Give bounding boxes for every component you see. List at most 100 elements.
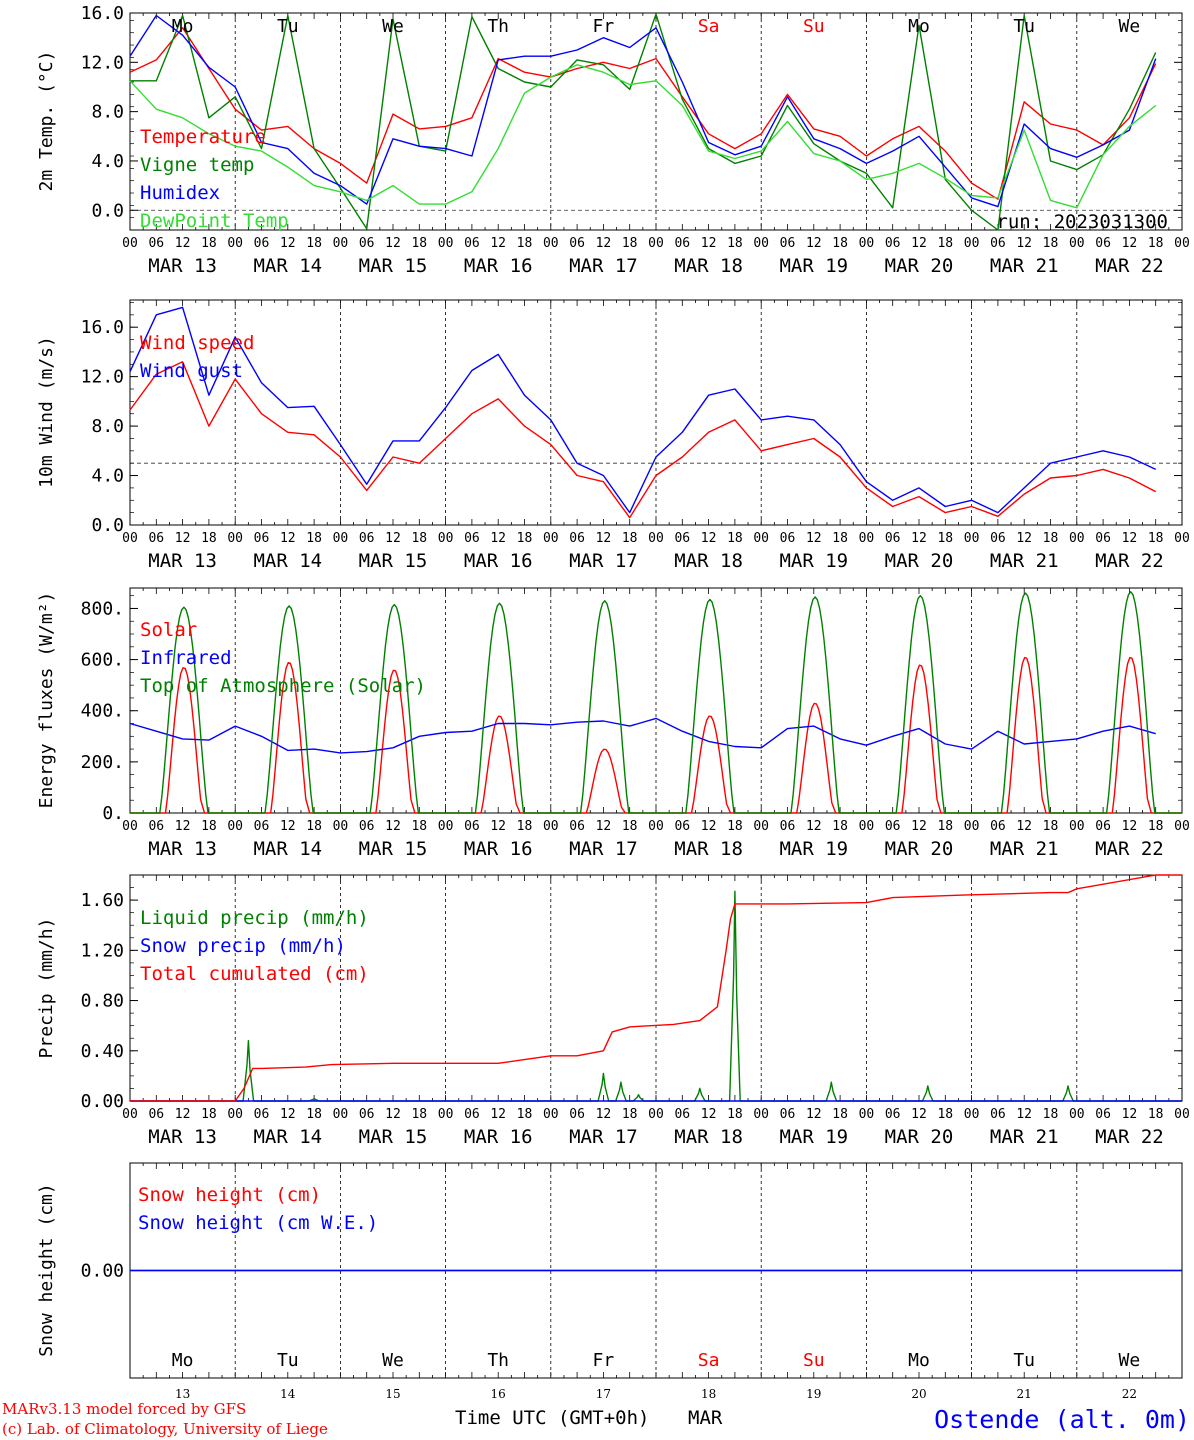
legend-temperature: Temperature (140, 126, 266, 148)
series-temperature (129, 27, 1157, 200)
hour-tick-label: 00 (648, 1107, 664, 1122)
hour-tick-label: 18 (411, 236, 427, 251)
series-group (129, 13, 1157, 231)
y-axis-label: 10m Wind (m/s) (36, 336, 57, 488)
hour-tick-label: 18 (832, 1107, 848, 1122)
y-tick-label: 0.40 (81, 1041, 124, 1062)
date-tick-label: MAR 22 (1095, 255, 1164, 277)
hour-tick-label: 06 (780, 819, 796, 834)
hour-tick-label: 06 (1095, 819, 1111, 834)
hour-tick-label: 12 (1122, 1107, 1138, 1122)
weekday-label: Tu (1013, 1350, 1035, 1371)
day-number-label: 20 (911, 1387, 926, 1401)
month-label: MAR (688, 1407, 723, 1429)
legend-wind-speed: Wind speed (140, 332, 254, 354)
hour-tick-label: 06 (464, 1107, 480, 1122)
date-tick-label: MAR 16 (464, 1126, 533, 1148)
date-tick-label: MAR 17 (569, 255, 638, 277)
date-tick-label: MAR 18 (674, 1126, 743, 1148)
legend-toa-solar: Top of Atmosphere (Solar) (140, 675, 426, 697)
hour-tick-label: 12 (911, 531, 927, 546)
hour-tick-label: 12 (280, 531, 296, 546)
hour-tick-label: 18 (201, 1107, 217, 1122)
hour-tick-label: 00 (964, 819, 980, 834)
hour-tick-label: 12 (911, 236, 927, 251)
day-gridlines (234, 588, 1078, 813)
hour-tick-label: 18 (832, 236, 848, 251)
weekday-label: Fr (593, 16, 615, 37)
hour-tick-label: 06 (569, 819, 585, 834)
legend-solar: Solar (140, 619, 197, 641)
hour-tick-label: 00 (543, 819, 559, 834)
hour-tick-label: 00 (438, 531, 454, 546)
hour-tick-label: 00 (227, 1107, 243, 1122)
legend-snow-precip: Snow precip (mm/h) (140, 935, 346, 957)
hour-tick-label: 06 (569, 531, 585, 546)
date-tick-label: MAR 21 (990, 550, 1059, 572)
credit-lab: (c) Lab. of Climatology, University of L… (2, 1420, 328, 1438)
series-vigne-temp (130, 13, 1157, 231)
hour-tick-label: 12 (806, 819, 822, 834)
date-tick-label: MAR 13 (148, 550, 217, 572)
time-axis-title: Time UTC (GMT+0h) (455, 1407, 649, 1429)
hour-tick-label: 00 (333, 531, 349, 546)
hour-tick-label: 12 (701, 236, 717, 251)
hour-tick-label: 00 (753, 236, 769, 251)
hour-tick-label: 06 (780, 531, 796, 546)
day-number-label: 13 (175, 1387, 190, 1401)
weekday-label: Th (487, 16, 509, 37)
legend-humidex: Humidex (140, 182, 220, 204)
y-tick-label: 8.0 (91, 416, 124, 437)
series-group (129, 591, 1182, 814)
weekday-label: Th (487, 1350, 509, 1371)
legend-wind-gust: Wind gust (140, 360, 243, 382)
hour-tick-label: 06 (148, 1107, 164, 1122)
hour-tick-label: 18 (727, 1107, 743, 1122)
date-tick-label: MAR 14 (253, 838, 322, 860)
hour-tick-label: 06 (148, 819, 164, 834)
date-tick-label: MAR 15 (359, 838, 428, 860)
hour-tick-label: 00 (1174, 236, 1190, 251)
hour-tick-label: 18 (622, 1107, 638, 1122)
day-number-label: 14 (280, 1387, 296, 1401)
date-tick-label: MAR 20 (885, 255, 954, 277)
hour-tick-label: 06 (359, 531, 375, 546)
hour-tick-label: 06 (990, 819, 1006, 834)
legend-dewpoint: DewPoint Temp (140, 210, 289, 232)
x-axis-ticks: 00 06 12 18 00 06 12 18 00 06 12 18 00 06 12 18 00 06 12 18… (122, 588, 1190, 860)
panel-wind: 00 06 12 18 00 06 12 18 00 06 12 18 00 06 12 18 00 06 12 18… (36, 299, 1190, 572)
day-number-label: 15 (385, 1387, 400, 1401)
hour-tick-label: 00 (859, 236, 875, 251)
y-axis-ticks: 0.00 0.40 0.80 1.20 1.60 (81, 874, 1182, 1112)
date-tick-label: MAR 20 (885, 550, 954, 572)
hour-tick-label: 06 (569, 1107, 585, 1122)
x-axis-ticks: 00 06 12 18 00 06 12 18 00 06 12 18 00 06 12 18 00 06 12 18… (122, 13, 1190, 277)
series-infrared (129, 717, 1156, 754)
date-tick-label: MAR 13 (148, 1126, 217, 1148)
hour-tick-label: 12 (280, 1107, 296, 1122)
date-tick-label: MAR 15 (359, 1126, 428, 1148)
y-tick-label: 16.0 (81, 3, 124, 24)
hour-tick-label: 12 (1122, 819, 1138, 834)
hour-tick-label: 12 (806, 1107, 822, 1122)
panel-temperature: 00 06 12 18 00 06 12 18 00 06 12 18 00 06 12 18 00 06 12 18… (36, 3, 1190, 277)
date-tick-label: MAR 19 (779, 1126, 848, 1148)
y-tick-label: 4.0 (91, 151, 124, 172)
weekday-label: Tu (277, 1350, 299, 1371)
hour-tick-label: 12 (1016, 236, 1032, 251)
hour-tick-label: 12 (911, 819, 927, 834)
hour-tick-label: 18 (306, 236, 322, 251)
y-axis-label: 2m Temp. (°C) (36, 51, 57, 192)
hour-tick-label: 18 (306, 531, 322, 546)
y-axis-ticks: 0.0 4.0 8.0 12.0 16.0 (81, 3, 1182, 231)
hour-tick-label: 12 (490, 819, 506, 834)
date-tick-label: MAR 18 (674, 255, 743, 277)
hour-tick-label: 00 (859, 1107, 875, 1122)
x-axis-ticks: 00 06 12 18 00 06 12 18 00 06 12 18 00 06 12 18 00 06 12 18… (122, 300, 1190, 572)
day-gridlines (130, 13, 1182, 230)
hour-tick-label: 06 (885, 531, 901, 546)
hour-tick-label: 00 (122, 236, 138, 251)
hour-tick-label: 00 (964, 1107, 980, 1122)
hour-tick-label: 18 (1043, 819, 1059, 834)
weekday-label: Mo (172, 1350, 194, 1371)
